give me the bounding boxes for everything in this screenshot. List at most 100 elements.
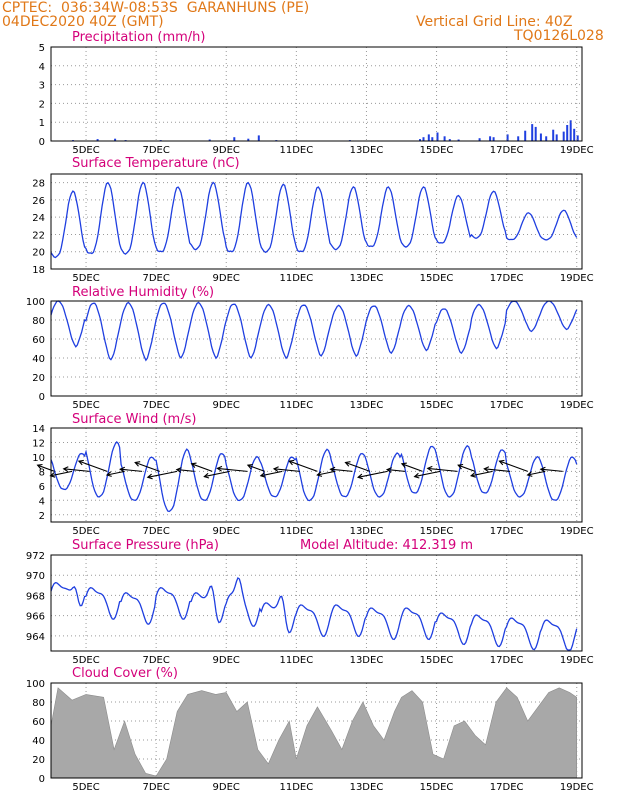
precip-bar-19 xyxy=(478,138,481,141)
rh-ytick-0: 0 xyxy=(39,392,45,403)
precip-bar-34 xyxy=(573,128,576,141)
precip-bar-21 xyxy=(492,137,495,141)
wind-arrowhead-27 xyxy=(498,459,505,466)
cloud-ytick-80: 80 xyxy=(32,698,45,709)
wind-arrowhead-12 xyxy=(246,463,253,470)
wind-arrow-19 xyxy=(357,470,388,478)
precip-xtick-5DEC: 5DEC xyxy=(72,145,99,156)
precip-bar-31 xyxy=(562,131,565,141)
wind-ytick-6: 6 xyxy=(39,482,45,493)
rh-title: Relative Humidity (%) xyxy=(72,285,214,300)
precip-bar-20 xyxy=(489,136,492,141)
wind-ytick-14: 14 xyxy=(32,424,45,435)
wind-arrow-3 xyxy=(78,460,108,472)
temp-ytick-24: 24 xyxy=(32,213,45,224)
wind-arrow-17 xyxy=(330,468,353,472)
precip-bar-6 xyxy=(233,137,236,141)
cloud-ytick-40: 40 xyxy=(32,736,45,747)
cloud-title: Cloud Cover (%) xyxy=(72,666,178,681)
wind-arrow-11 xyxy=(217,467,248,472)
temp-ytick-26: 26 xyxy=(32,196,45,207)
pres-xtick-9DEC: 9DEC xyxy=(213,655,240,666)
rh-xtick-9DEC: 9DEC xyxy=(213,400,240,411)
wind-ytick-8: 8 xyxy=(39,467,45,478)
rh-ytick-40: 40 xyxy=(32,354,45,365)
header-code: TQ0126L028 xyxy=(514,28,604,44)
precip-bar-16 xyxy=(443,136,446,141)
cloud-ytick-60: 60 xyxy=(32,717,45,728)
wind-arrow-22 xyxy=(414,470,441,478)
temp-xtick-5DEC: 5DEC xyxy=(72,273,99,284)
precip-bar-30 xyxy=(555,134,558,141)
wind-ytick-10: 10 xyxy=(32,453,45,464)
wind-arrow-10 xyxy=(204,470,230,478)
wind-arrow-2 xyxy=(63,468,90,472)
precip-bar-22 xyxy=(506,134,509,141)
pres-ytick-972: 972 xyxy=(26,551,45,562)
precip-bar-8 xyxy=(257,135,260,141)
wind-xtick-7DEC: 7DEC xyxy=(142,526,169,537)
wind-arrowhead-26 xyxy=(483,466,490,473)
rh-xtick-7DEC: 7DEC xyxy=(142,400,169,411)
wind-arrowhead-19 xyxy=(356,473,363,480)
pres-ytick-968: 968 xyxy=(26,591,45,602)
wind-arrowhead-10 xyxy=(203,472,210,479)
temp-ytick-22: 22 xyxy=(32,230,45,241)
cloud-xtick-9DEC: 9DEC xyxy=(213,782,240,793)
temp-ytick-20: 20 xyxy=(32,248,45,259)
wind-arrowhead-23 xyxy=(426,465,433,472)
wind-arrow-20 xyxy=(387,469,406,472)
pres-xtick-7DEC: 7DEC xyxy=(142,655,169,666)
wind-arrowhead-18 xyxy=(344,461,351,467)
wind-arrow-14 xyxy=(273,468,300,472)
precip-xtick-19DEC: 19DEC xyxy=(560,145,594,156)
pres-title: Surface Pressure (hPa) xyxy=(72,538,219,553)
precip-bar-23 xyxy=(517,136,520,141)
wind-ytick-12: 12 xyxy=(32,438,45,449)
wind-arrow-16 xyxy=(317,470,336,476)
precip-bar-2 xyxy=(114,138,117,141)
precip-bar-5 xyxy=(208,139,211,141)
wind-arrow-18 xyxy=(345,461,371,472)
precip-xtick-13DEC: 13DEC xyxy=(350,145,384,156)
precip-title: Precipitation (mm/h) xyxy=(72,30,205,45)
precip-xtick-7DEC: 7DEC xyxy=(142,145,169,156)
rh-xtick-15DEC: 15DEC xyxy=(420,400,454,411)
precip-ytick-3: 3 xyxy=(39,81,45,92)
wind-arrowhead-7 xyxy=(146,473,153,480)
rh-ytick-100: 100 xyxy=(26,297,45,308)
wind-arrowhead-16 xyxy=(316,471,323,477)
wind-arrow-28 xyxy=(527,470,546,476)
rh-xtick-19DEC: 19DEC xyxy=(560,400,594,411)
precip-bar-11 xyxy=(419,139,421,141)
wind-arrowhead-15 xyxy=(288,459,295,466)
precip-bar-13 xyxy=(427,134,430,141)
wind-arrowhead-6 xyxy=(134,461,141,467)
wind-arrowhead-29 xyxy=(539,466,546,473)
wind-arrow-9 xyxy=(191,463,213,472)
precip-frame xyxy=(50,46,583,142)
rh-xtick-5DEC: 5DEC xyxy=(72,400,99,411)
precip-xtick-11DEC: 11DEC xyxy=(279,145,313,156)
wind-arrow-4 xyxy=(106,470,125,476)
wind-xtick-15DEC: 15DEC xyxy=(420,526,454,537)
pres-frame xyxy=(50,554,583,652)
wind-ytick-2: 2 xyxy=(39,511,45,522)
wind-arrow-7 xyxy=(147,470,178,478)
pres-xtick-19DEC: 19DEC xyxy=(560,655,594,666)
temp-title: Surface Temperature (nC) xyxy=(72,156,240,171)
wind-arrow-24 xyxy=(458,464,476,472)
header-station: CPTEC: 036:34W-08:53S GARANHUNS (PE) xyxy=(2,0,310,16)
wind-arrowhead-25 xyxy=(469,472,476,478)
pres-ytick-964: 964 xyxy=(26,632,45,643)
temp-xtick-7DEC: 7DEC xyxy=(142,273,169,284)
temp-xtick-15DEC: 15DEC xyxy=(420,273,454,284)
cloud-xtick-15DEC: 15DEC xyxy=(420,782,454,793)
cloud-ytick-20: 20 xyxy=(32,755,45,766)
pres-xtick-11DEC: 11DEC xyxy=(279,655,313,666)
pres-xtick-5DEC: 5DEC xyxy=(72,655,99,666)
precip-ytick-1: 1 xyxy=(39,118,45,129)
precip-ytick-0: 0 xyxy=(39,137,45,148)
wind-frame xyxy=(50,427,583,523)
